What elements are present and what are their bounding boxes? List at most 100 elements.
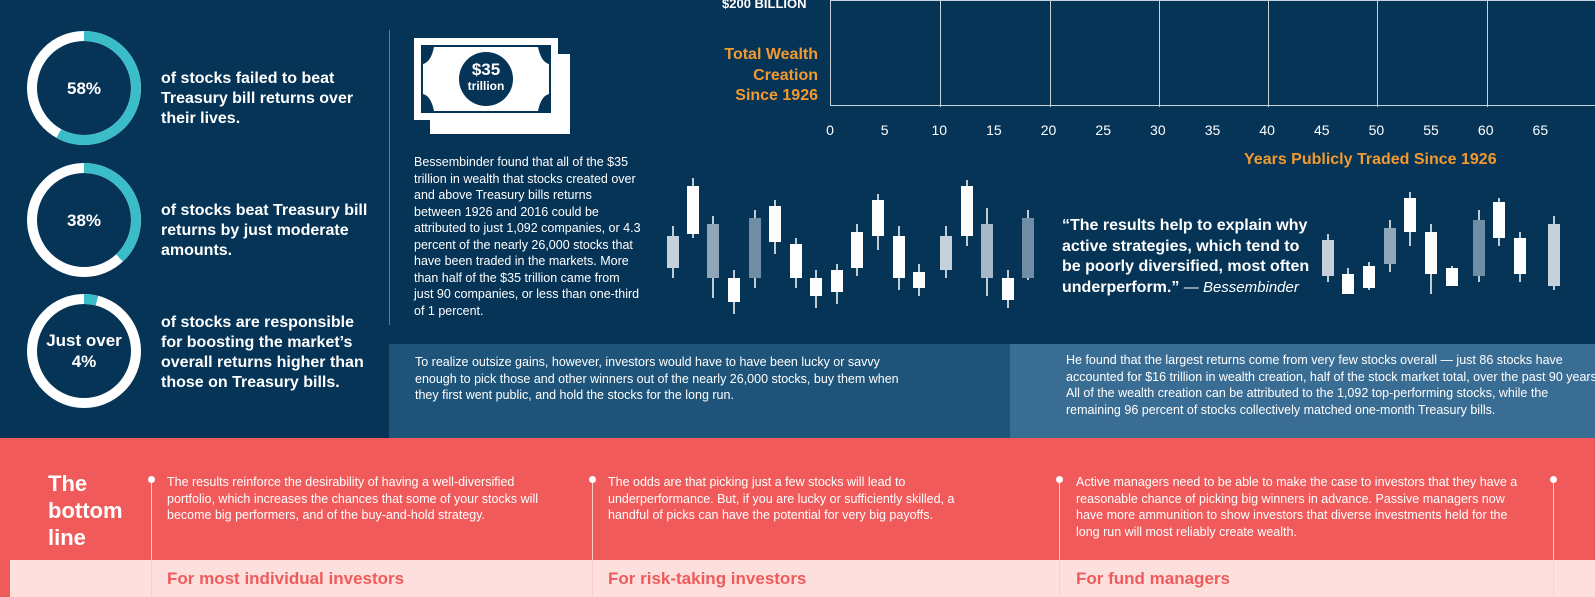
stat-value: 38% xyxy=(66,210,102,230)
x-tick-label: 55 xyxy=(1423,122,1439,138)
stat-ring-4: Just over 4% xyxy=(25,292,143,410)
ring-4-icon xyxy=(27,294,141,408)
column-line xyxy=(592,478,593,597)
candle-body xyxy=(893,236,905,278)
bottom-line-headings xyxy=(0,560,1595,597)
column-divider xyxy=(389,30,390,325)
info-band-left: To realize outsize gains, however, inves… xyxy=(389,344,1010,438)
bottom-line-title: The bottom line xyxy=(48,470,123,551)
x-tick-label: 65 xyxy=(1532,122,1549,138)
candle-body xyxy=(1446,268,1458,286)
candle-body xyxy=(1548,224,1560,286)
column-heading-individual: For most individual investors xyxy=(167,569,405,588)
x-tick-label: 40 xyxy=(1259,122,1275,138)
candle-body xyxy=(728,278,740,302)
stat-value: 58% xyxy=(66,78,102,98)
stat-ring-38: 38% xyxy=(25,161,143,279)
x-axis-label: Years Publicly Traded Since 1926 xyxy=(1244,151,1497,168)
candle-body xyxy=(961,186,973,236)
bessembinder-paragraph: Bessembinder found that all of the $35 t… xyxy=(414,155,641,318)
candle-body xyxy=(1363,266,1375,288)
x-tick-label: 50 xyxy=(1368,122,1385,138)
candle-body xyxy=(1473,220,1485,276)
title-line: bottom xyxy=(48,498,123,523)
candle-body xyxy=(831,270,843,292)
stat-ring-58: 58% xyxy=(25,29,143,147)
x-tick-label: 20 xyxy=(1040,122,1057,138)
plot-area xyxy=(830,0,1595,107)
x-tick-label: 15 xyxy=(986,122,1002,138)
quote-attribution: — Bessembinder xyxy=(1183,278,1299,296)
candle-body xyxy=(1022,218,1034,278)
bottom-edge-marker xyxy=(0,555,10,597)
bottom-line-text: The odds are that picking just a few sto… xyxy=(608,475,955,522)
band-left-text: To realize outsize gains, however, inves… xyxy=(415,355,899,402)
candle-body xyxy=(913,272,925,288)
candle-body xyxy=(872,200,884,236)
bullet-dot-icon xyxy=(148,476,155,483)
x-tick-label: 45 xyxy=(1313,122,1330,138)
column-line xyxy=(1059,478,1060,597)
candle-body xyxy=(790,244,802,278)
candle-body xyxy=(940,236,952,270)
band-right-text: He found that the largest returns come f… xyxy=(1066,353,1595,417)
stat-description: of stocks failed to beat Treasury bill r… xyxy=(161,70,354,127)
title-line: line xyxy=(48,525,86,550)
bullet-dot-icon xyxy=(1550,476,1557,483)
candle-body xyxy=(1384,228,1396,264)
candle-body xyxy=(1493,202,1505,238)
grid-line xyxy=(1486,1,1488,107)
stat-description: of stocks are responsible for boosting t… xyxy=(161,314,364,391)
candle-body xyxy=(1404,198,1416,232)
column-heading-fund-managers: For fund managers xyxy=(1076,569,1230,588)
column-heading-risk-taking: For risk-taking investors xyxy=(608,569,807,588)
bullet-dot-icon xyxy=(589,476,596,483)
candle-body xyxy=(1342,274,1354,294)
bullet-dot-icon xyxy=(1056,476,1063,483)
y-axis-label: Total Wealth Creation Since 1926 xyxy=(724,46,818,104)
column-line xyxy=(1553,478,1554,597)
quote-text: “The results help to explain why active … xyxy=(1062,217,1310,296)
candle-body xyxy=(851,232,863,268)
wealth-chart: $200 BILLION Total Wealth Creation Since… xyxy=(700,0,1595,175)
candle-body xyxy=(1514,238,1526,274)
grid-line xyxy=(1377,1,1379,107)
stat-description: of stocks beat Treasury bill returns by … xyxy=(161,202,368,259)
grid-line xyxy=(1268,1,1270,107)
candle-body xyxy=(749,218,761,278)
candle-body xyxy=(707,224,719,278)
candle-body xyxy=(687,186,699,234)
candlestick-decoration-left xyxy=(667,178,1034,314)
x-tick-label: 25 xyxy=(1095,122,1111,138)
x-tick-label: 30 xyxy=(1150,122,1166,138)
bottom-line-text: Active managers need to be able to make … xyxy=(1076,475,1518,539)
candle-body xyxy=(667,236,679,268)
dollar-bill-icon: $35 trillion xyxy=(414,38,574,136)
column-line xyxy=(151,478,152,597)
grid-line xyxy=(940,1,942,107)
y-tick-label: $200 BILLION xyxy=(722,0,807,11)
title-line: The xyxy=(48,471,88,496)
candlestick-decoration-right xyxy=(1322,192,1560,294)
candle-body xyxy=(810,278,822,296)
stat-value: Just over 4% xyxy=(46,331,122,371)
candle-body xyxy=(981,224,993,278)
candle-body xyxy=(769,206,781,242)
x-tick-label: 10 xyxy=(931,122,948,138)
ring-38-icon xyxy=(27,163,141,277)
candle-body xyxy=(1425,232,1437,274)
x-tick-label: 5 xyxy=(880,122,889,138)
x-tick-label: 0 xyxy=(826,122,834,138)
x-tick-label: 60 xyxy=(1477,122,1494,138)
bill-amount: $35 xyxy=(471,60,501,79)
bill-unit: trillion xyxy=(467,79,505,93)
ring-58-icon xyxy=(27,31,141,145)
bottom-line-text: The results reinforce the desirability o… xyxy=(167,475,539,522)
grid-line xyxy=(1158,1,1160,107)
quote-block: “The results help to explain why active … xyxy=(1062,216,1312,298)
candle-body xyxy=(1322,240,1334,276)
info-band-right: He found that the largest returns come f… xyxy=(1010,344,1595,438)
grid-line xyxy=(1049,1,1051,107)
candle-body xyxy=(1002,278,1014,300)
bottom-line-section xyxy=(0,438,1595,560)
